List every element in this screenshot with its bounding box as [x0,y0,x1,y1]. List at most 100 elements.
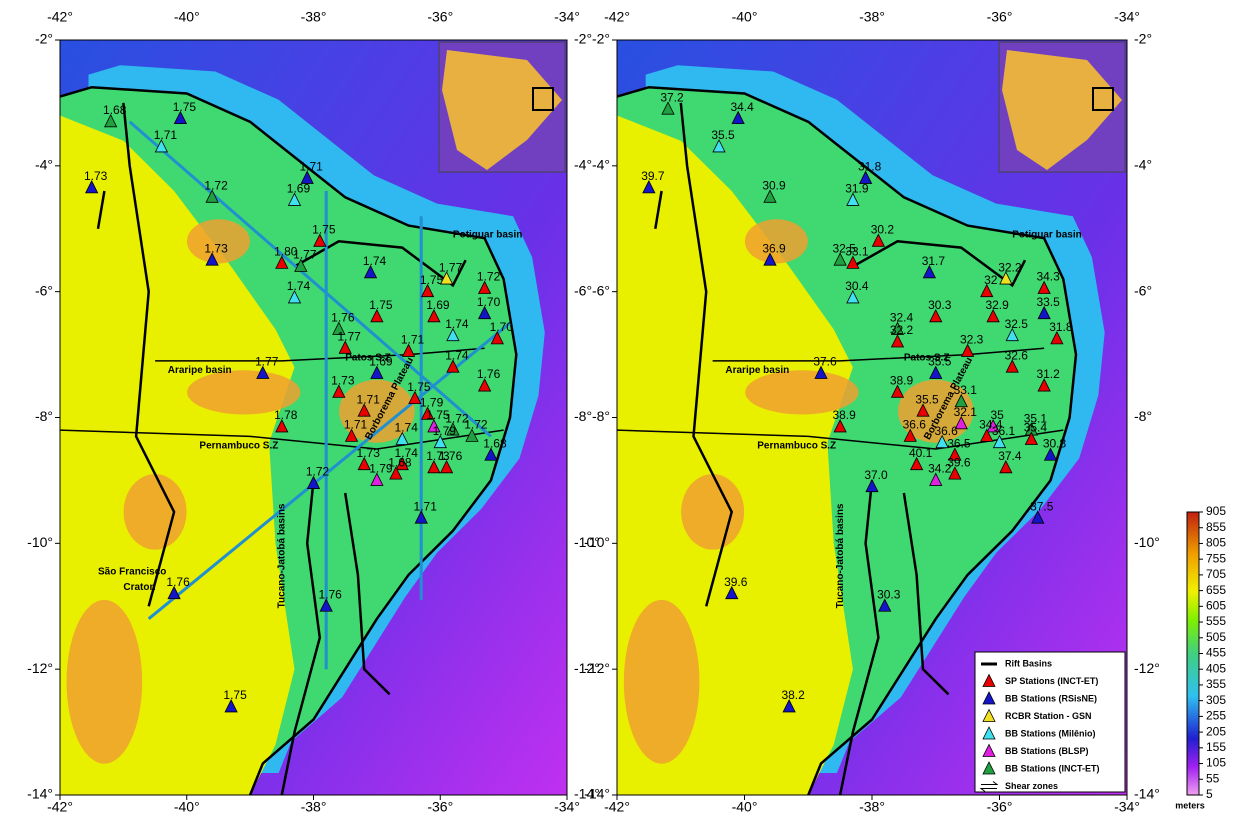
colorbar-tick-label: 105 [1206,756,1226,770]
station-label: 37.5 [1030,499,1054,513]
colorbar-tick-label: 205 [1206,724,1226,738]
colorbar-tick-label: 505 [1206,630,1226,644]
x-tick-label: -34° [1114,9,1140,25]
station-label: 32.5 [1005,317,1029,331]
x-tick-label: -38° [301,9,327,25]
station-label: 32.2 [890,323,914,337]
station-label: 33.1 [954,383,978,397]
station-label: 1.78 [274,408,298,422]
legend-label: Rift Basins [1005,658,1052,668]
y-tick-label: -4° [592,157,610,173]
map-annotation: Potiguar basin [1012,230,1081,241]
station-label: 1.75 [223,688,247,702]
figure: Potiguar basinPatos S.ZAraripe basinBorb… [0,0,1245,816]
map-annotation: Tucano-Jatobá basins [276,503,287,608]
station-label: 39.6 [724,575,748,589]
x-tick-label: -36° [987,799,1013,815]
station-label: 1.72 [464,418,488,432]
station-label: 31.9 [845,182,869,196]
station-label: 1.75 [369,298,393,312]
y-tick-label: -12° [1134,660,1160,676]
legend-label: BB Stations (Milênio) [1005,728,1096,738]
station-label: 1.70 [477,295,501,309]
map-panel [60,40,567,795]
station-label: 32 [984,273,998,287]
colorbar-tick-label: 405 [1206,661,1226,675]
station-label: 1.77 [439,260,463,274]
map-annotation: Potiguar basin [453,230,522,241]
y-tick-label: -6° [592,282,610,298]
y-tick-label: -2° [35,31,53,47]
station-label: 35.4 [1024,421,1048,435]
y-tick-label: -10° [1134,534,1160,550]
x-tick-label: -40° [174,799,200,815]
station-label: 1.79 [369,462,393,476]
station-label: 1.73 [204,241,228,255]
station-label: 1.77 [338,329,362,343]
station-label: 40.1 [909,446,933,460]
plateau [624,600,700,764]
station-label: 1.71 [357,392,381,406]
y-tick-label: -14° [584,786,610,802]
station-label: 37.6 [813,355,837,369]
x-tick-label: -38° [859,9,885,25]
station-label: 1.77 [255,355,279,369]
station-label: 32.6 [1005,348,1029,362]
y-tick-label: -10° [27,534,53,550]
station-label: 34.4 [730,100,754,114]
station-label: 1.69 [287,182,311,196]
map-annotation: Araripe basin [725,365,789,376]
page: Potiguar basinPatos S.ZAraripe basinBorb… [0,0,1245,821]
station-label: 30.2 [871,223,895,237]
x-tick-label: -38° [301,799,327,815]
station-label: 38.9 [890,374,914,388]
colorbar-tick-label: 755 [1206,551,1226,565]
station-label: 31.7 [922,254,946,268]
station-label: 1.72 [204,178,228,192]
y-tick-label: -14° [1134,786,1160,802]
station-label: 1.74 [287,279,311,293]
station-label: 1.73 [426,449,450,463]
station-label: 1.68 [483,436,507,450]
station-label: 38.9 [832,408,856,422]
station-label: 1.69 [426,298,450,312]
y-tick-label: -2° [592,31,610,47]
y-tick-label: -4° [1134,157,1152,173]
station-label: 39.7 [641,169,665,183]
x-tick-label: -42° [47,9,73,25]
y-tick-label: -12° [27,660,53,676]
y-tick-label: -8° [1134,408,1152,424]
station-label: 1.71 [154,128,178,142]
colorbar-tick-label: 855 [1206,520,1226,534]
station-label: 1.73 [84,169,108,183]
y-tick-label: -8° [592,408,610,424]
y-tick-label: -6° [35,282,53,298]
station-label: 33.5 [1036,295,1060,309]
station-label: 1.76 [477,367,501,381]
x-tick-label: -40° [174,9,200,25]
station-label: 30.3 [877,587,901,601]
station-label: 36.9 [762,241,786,255]
station-label: 1.76 [166,575,190,589]
station-label: 32.3 [960,333,984,347]
y-tick-label: -6° [574,282,592,298]
colorbar-tick-label: 655 [1206,583,1226,597]
station-label: 1.76 [331,311,355,325]
legend-label: BB Stations (BLSP) [1005,746,1089,756]
station-label: 32.5 [832,241,856,255]
colorbar-unit: meters [1175,800,1205,810]
station-label: 32.9 [985,298,1009,312]
station-label: 35.5 [915,392,939,406]
station-label: 30.4 [845,279,869,293]
colorbar-tick-label: 555 [1206,614,1226,628]
y-tick-label: -2° [574,31,592,47]
station-label: 1.71 [401,333,425,347]
station-label: 1.74 [445,348,469,362]
legend-label: BB Stations (INCT-ET) [1005,763,1100,773]
x-tick-label: -36° [427,799,453,815]
y-tick-label: -14° [27,786,53,802]
map-annotation: Araripe basin [168,365,232,376]
y-tick-label: -10° [584,534,610,550]
y-tick-label: -4° [574,157,592,173]
y-tick-label: -8° [35,408,53,424]
